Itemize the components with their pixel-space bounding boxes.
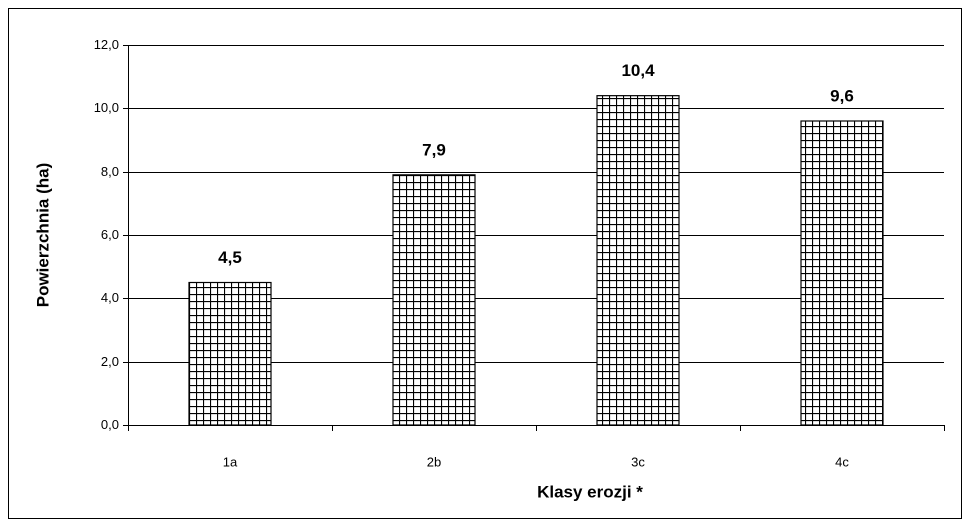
bar — [188, 281, 272, 426]
y-tick-label: 4,0 — [101, 290, 119, 305]
y-tick-label: 6,0 — [101, 227, 119, 242]
y-tick-label: 10,0 — [94, 100, 119, 115]
data-label: 7,9 — [422, 140, 446, 159]
x-axis-title: Klasy erozji * — [537, 482, 643, 501]
x-tick-label: 1a — [223, 454, 238, 469]
x-tick-label: 4c — [835, 454, 849, 469]
data-label: 9,6 — [830, 86, 854, 105]
x-tick-label: 2b — [427, 454, 441, 469]
y-axis-title: Powierzchnia (ha) — [33, 163, 52, 308]
x-tick-label: 3c — [631, 454, 645, 469]
y-tick-label: 2,0 — [101, 354, 119, 369]
y-tick-label: 12,0 — [94, 37, 119, 52]
data-label: 4,5 — [218, 248, 242, 267]
bar — [392, 174, 476, 426]
bar — [596, 95, 680, 426]
y-tick-label: 0,0 — [101, 417, 119, 432]
y-tick-label: 8,0 — [101, 164, 119, 179]
bar — [800, 120, 884, 426]
data-label: 10,4 — [621, 61, 655, 80]
